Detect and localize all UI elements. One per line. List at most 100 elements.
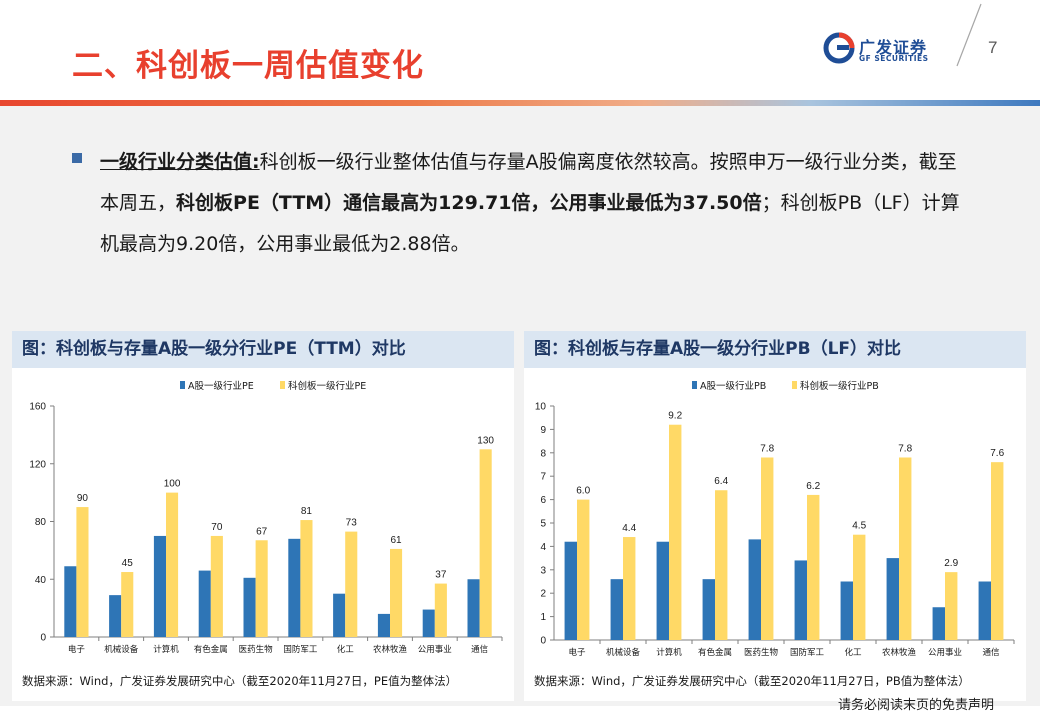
bar-star-market xyxy=(434,583,447,637)
data-label: 81 xyxy=(301,506,313,517)
y-tick-label: 3 xyxy=(540,565,546,576)
bar-star-market xyxy=(623,537,636,640)
bar-star-market xyxy=(715,490,728,640)
x-tick-label: 通信 xyxy=(471,644,489,655)
pe-chart: 0 40 80 120 160 电子 90 机械设备 45 计算机 100 有色金属 70 医药生物 67 国… xyxy=(29,380,503,655)
bar-star-market xyxy=(210,535,223,637)
bar-star-market xyxy=(300,520,313,637)
paragraph-text-2: ；科创板PB（LF）计算机最高为9.20倍，公用事业最低为2.88倍。 xyxy=(100,192,960,255)
y-tick-label: 40 xyxy=(35,575,47,586)
disclaimer-text: 请务必阅读末页的免责声明 xyxy=(838,698,995,713)
y-tick-label: 0 xyxy=(540,636,546,647)
x-tick-label: 机械设备 xyxy=(606,647,641,658)
bar-star-market xyxy=(121,572,134,637)
data-label: 9.2 xyxy=(668,411,682,422)
x-tick-label: 国防军工 xyxy=(283,644,318,655)
page-title: 二、科创板一周估值变化 xyxy=(72,48,424,84)
bar-star-market xyxy=(166,492,179,637)
x-tick-label: 化工 xyxy=(337,644,355,655)
bar-star-market xyxy=(761,457,774,640)
pb-chart-panel: 图：科创板与存量A股一级分行业PB（LF）对比 0 1 2 3 4 5 6 7 8 9 10 电子 6.… xyxy=(524,331,1026,701)
pe-chart-title: 图：科创板与存量A股一级分行业PE（TTM）对比 xyxy=(12,331,514,368)
paragraph-text-1: 科创板一级行业整体估值与存量A股偏离度依然较高。按照申万一级行业分类，截至本周五… xyxy=(100,151,957,214)
y-tick-label: 80 xyxy=(35,517,47,528)
bar-a-share xyxy=(886,558,899,640)
bar-a-share xyxy=(748,539,761,640)
y-tick-label: 2 xyxy=(540,589,546,600)
header-gradient-bar xyxy=(0,100,1040,106)
data-label: 7.8 xyxy=(760,443,774,454)
bar-a-share xyxy=(64,566,77,637)
page-number: 7 xyxy=(988,38,998,57)
data-label: 6.4 xyxy=(714,476,728,487)
legend-label: 科创板一级行业PE xyxy=(288,380,366,392)
y-tick-label: 4 xyxy=(540,542,546,553)
data-label: 6.0 xyxy=(576,486,590,497)
bar-a-share xyxy=(288,538,301,637)
x-tick-label: 农林牧渔 xyxy=(882,647,917,658)
x-tick-label: 有色金属 xyxy=(698,647,732,658)
bar-a-share xyxy=(564,541,577,640)
data-label: 2.9 xyxy=(944,558,958,569)
y-tick-label: 120 xyxy=(29,459,46,470)
gf-logo: 广发证券 GF SECURITIES xyxy=(823,32,943,68)
bar-star-market xyxy=(669,424,682,640)
y-tick-label: 10 xyxy=(535,402,547,413)
pb-chart-title: 图：科创板与存量A股一级分行业PB（LF）对比 xyxy=(524,331,1026,368)
x-tick-label: 通信 xyxy=(982,647,1000,658)
legend-swatch xyxy=(792,381,797,389)
data-label: 4.4 xyxy=(622,523,636,534)
legend-swatch xyxy=(180,381,185,389)
bar-a-share xyxy=(333,593,346,637)
data-label: 90 xyxy=(77,493,89,504)
y-tick-label: 160 xyxy=(29,402,46,413)
summary-paragraph: 一级行业分类估值:科创板一级行业整体估值与存量A股偏离度依然较高。按照申万一级行… xyxy=(100,142,970,265)
bar-a-share xyxy=(377,613,390,637)
bar-star-market xyxy=(76,507,89,637)
bar-star-market xyxy=(899,457,912,640)
x-tick-label: 电子 xyxy=(568,647,586,658)
bullet-square-icon xyxy=(72,153,82,163)
x-tick-label: 电子 xyxy=(68,644,86,655)
data-label: 6.2 xyxy=(806,481,820,492)
legend-label: A股一级行业PE xyxy=(188,380,254,392)
bar-a-share xyxy=(656,541,669,640)
data-label: 61 xyxy=(390,535,402,546)
x-tick-label: 有色金属 xyxy=(194,644,228,655)
bar-star-market xyxy=(853,534,866,640)
data-label: 100 xyxy=(164,479,181,490)
legend-swatch xyxy=(692,381,697,389)
data-label: 37 xyxy=(435,570,447,581)
y-tick-label: 8 xyxy=(540,448,546,459)
bar-star-market xyxy=(577,499,590,640)
y-tick-label: 9 xyxy=(540,425,546,436)
x-tick-label: 公用事业 xyxy=(928,647,962,658)
bar-a-share xyxy=(840,581,853,640)
pb-chart-source: 数据来源：Wind，广发证券发展研究中心（截至2020年11月27日，PB值为整… xyxy=(534,674,970,688)
x-tick-label: 医药生物 xyxy=(744,647,779,658)
y-tick-label: 5 xyxy=(540,519,546,530)
x-tick-label: 农林牧渔 xyxy=(373,644,408,655)
x-tick-label: 计算机 xyxy=(153,644,179,655)
bar-a-share xyxy=(978,581,991,640)
paragraph-keyword: 一级行业分类估值: xyxy=(100,151,260,173)
paragraph-bold-1: 科创板PE（TTM）通信最高为129.71倍，公用事业最低为37.50倍 xyxy=(176,192,762,214)
bar-a-share xyxy=(243,577,256,637)
data-label: 45 xyxy=(122,558,134,569)
pb-chart: 0 1 2 3 4 5 6 7 8 9 10 电子 6.0 机械设备 4.4 计算机 9.2 有色金属 6.4 医药生… xyxy=(535,380,1015,658)
legend-swatch xyxy=(280,381,285,389)
divider-slash xyxy=(956,3,982,67)
y-tick-label: 7 xyxy=(540,472,546,483)
bar-a-share xyxy=(198,570,211,637)
bar-a-share xyxy=(794,560,807,640)
legend-label: 科创板一级行业PB xyxy=(800,380,879,392)
bar-star-market xyxy=(479,449,492,637)
bar-star-market xyxy=(945,572,958,640)
data-label: 7.8 xyxy=(898,443,912,454)
x-tick-label: 国防军工 xyxy=(790,647,825,658)
bar-star-market xyxy=(255,540,268,637)
bar-a-share xyxy=(932,607,945,640)
pe-chart-source: 数据来源：Wind，广发证券发展研究中心（截至2020年11月27日，PE值为整… xyxy=(22,674,458,688)
x-tick-label: 公用事业 xyxy=(418,644,452,655)
bar-a-share xyxy=(422,609,435,637)
